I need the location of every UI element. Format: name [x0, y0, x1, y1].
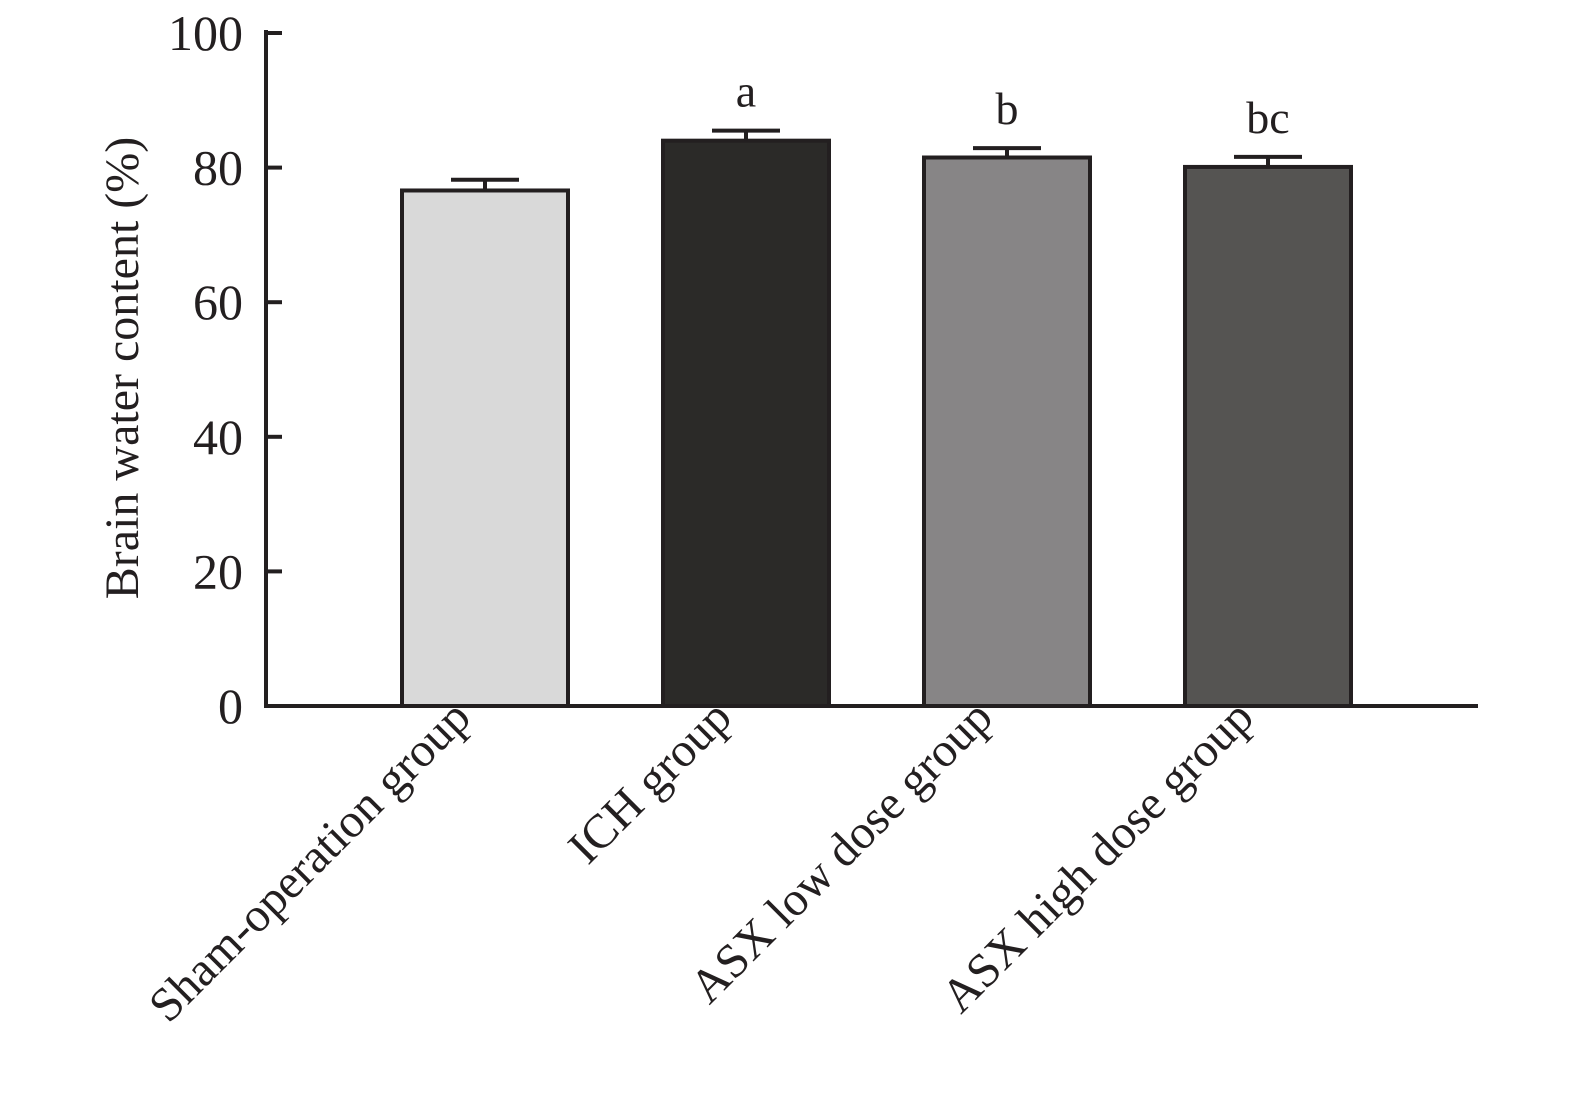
y-tick-label-0: 0 [218, 678, 243, 734]
y-axis-label: Brain water content (%) [96, 137, 149, 599]
y-tick-label-2: 40 [193, 409, 243, 465]
annotations-layer: a b bc [736, 66, 1290, 143]
x-tick-label-1: ICH group [558, 690, 742, 874]
bar-0 [400, 188, 570, 708]
bar-1 [661, 138, 831, 708]
y-ticks-layer: 0 20 40 60 80 100 [168, 5, 282, 734]
axes-layer [264, 30, 1478, 708]
y-tick-label-4: 80 [193, 140, 243, 196]
error-bars-layer [451, 128, 1302, 191]
bar-2 [922, 155, 1092, 708]
significance-label-2: b [996, 83, 1019, 134]
y-tick-label-3: 60 [193, 274, 243, 330]
y-tick-label-5: 100 [168, 5, 243, 61]
significance-label-3: bc [1246, 92, 1289, 143]
bars-layer [400, 138, 1353, 708]
bar-3 [1183, 164, 1353, 708]
significance-label-1: a [736, 66, 756, 117]
x-tick-label-0: Sham-operation group [139, 690, 481, 1032]
y-tick-label-1: 20 [193, 543, 243, 599]
